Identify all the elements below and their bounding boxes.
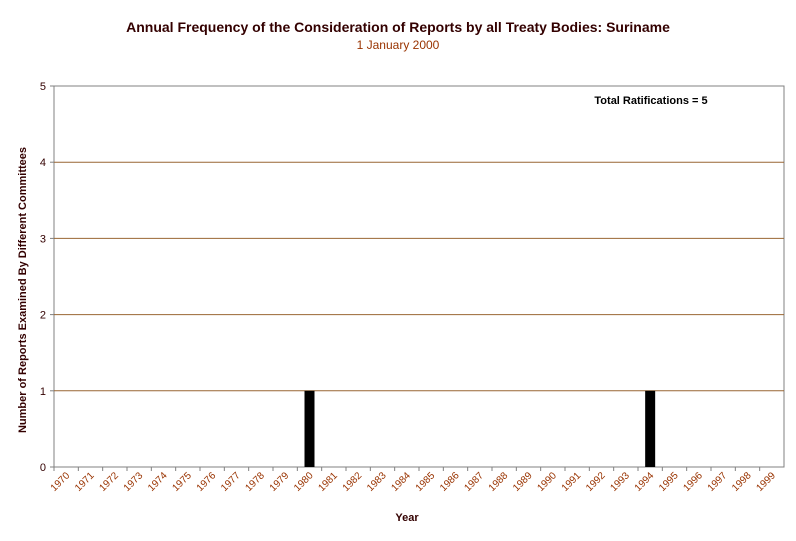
x-tick-label-1974: 1974: [146, 470, 170, 494]
chart-subtitle: 1 January 2000: [357, 38, 440, 52]
x-tick-label-1987: 1987: [462, 470, 486, 494]
x-tick-label-1989: 1989: [511, 470, 535, 494]
x-tick-label-1979: 1979: [268, 470, 292, 494]
x-tick-label-1984: 1984: [389, 470, 413, 494]
x-tick-label-1990: 1990: [535, 470, 559, 494]
chart-title: Annual Frequency of the Consideration of…: [126, 19, 670, 35]
gridlines: [54, 161, 784, 392]
x-tick-label-1980: 1980: [292, 470, 316, 494]
x-tick-label-1983: 1983: [365, 470, 389, 494]
y-tick-label: 1: [40, 386, 46, 398]
bar-1994: [645, 390, 656, 467]
total-ratifications-annotation: Total Ratifications = 5: [594, 95, 707, 107]
y-tick-label: 3: [40, 233, 46, 245]
y-tick-label: 2: [40, 310, 46, 322]
x-tick-label-1996: 1996: [681, 470, 705, 494]
x-tick-label-1970: 1970: [49, 470, 73, 494]
y-tick-label: 0: [40, 462, 46, 474]
x-axis-label: Year: [395, 512, 419, 524]
x-tick-label-1981: 1981: [316, 470, 340, 494]
x-tick-label-1997: 1997: [706, 470, 730, 494]
x-tick-label-1971: 1971: [73, 470, 97, 494]
bars: [304, 390, 656, 467]
x-tick-label-1999: 1999: [754, 470, 778, 494]
x-tick-label-1972: 1972: [97, 470, 121, 494]
x-tick-label-1994: 1994: [633, 470, 657, 494]
y-tick-label: 4: [40, 157, 46, 169]
x-tick-label-1998: 1998: [730, 470, 754, 494]
x-tick-label-1976: 1976: [195, 470, 219, 494]
y-axis-label: Number of Reports Examined By Different …: [17, 147, 29, 433]
x-tick-label-1977: 1977: [219, 470, 243, 494]
x-tick-label-1986: 1986: [438, 470, 462, 494]
y-tick-label: 5: [40, 81, 46, 93]
y-axis-ticks: 0 1 2 3 4 5: [40, 81, 54, 474]
x-tick-label-1993: 1993: [608, 470, 632, 494]
bar-1980: [304, 390, 315, 467]
x-tick-label-1982: 1982: [341, 470, 365, 494]
x-tick-label-1973: 1973: [122, 470, 146, 494]
x-axis-ticks: 1970 1971 1972 1973 1974 1975 1976 1977 1978 1979…: [49, 467, 778, 494]
x-tick-label-1975: 1975: [170, 470, 194, 494]
x-tick-label-1978: 1978: [243, 470, 267, 494]
x-tick-label-1992: 1992: [584, 470, 608, 494]
x-tick-label-1995: 1995: [657, 470, 681, 494]
x-tick-label-1991: 1991: [560, 470, 584, 494]
plot-area: [53, 85, 785, 468]
x-tick-label-1988: 1988: [487, 470, 511, 494]
x-tick-label-1985: 1985: [414, 470, 438, 494]
